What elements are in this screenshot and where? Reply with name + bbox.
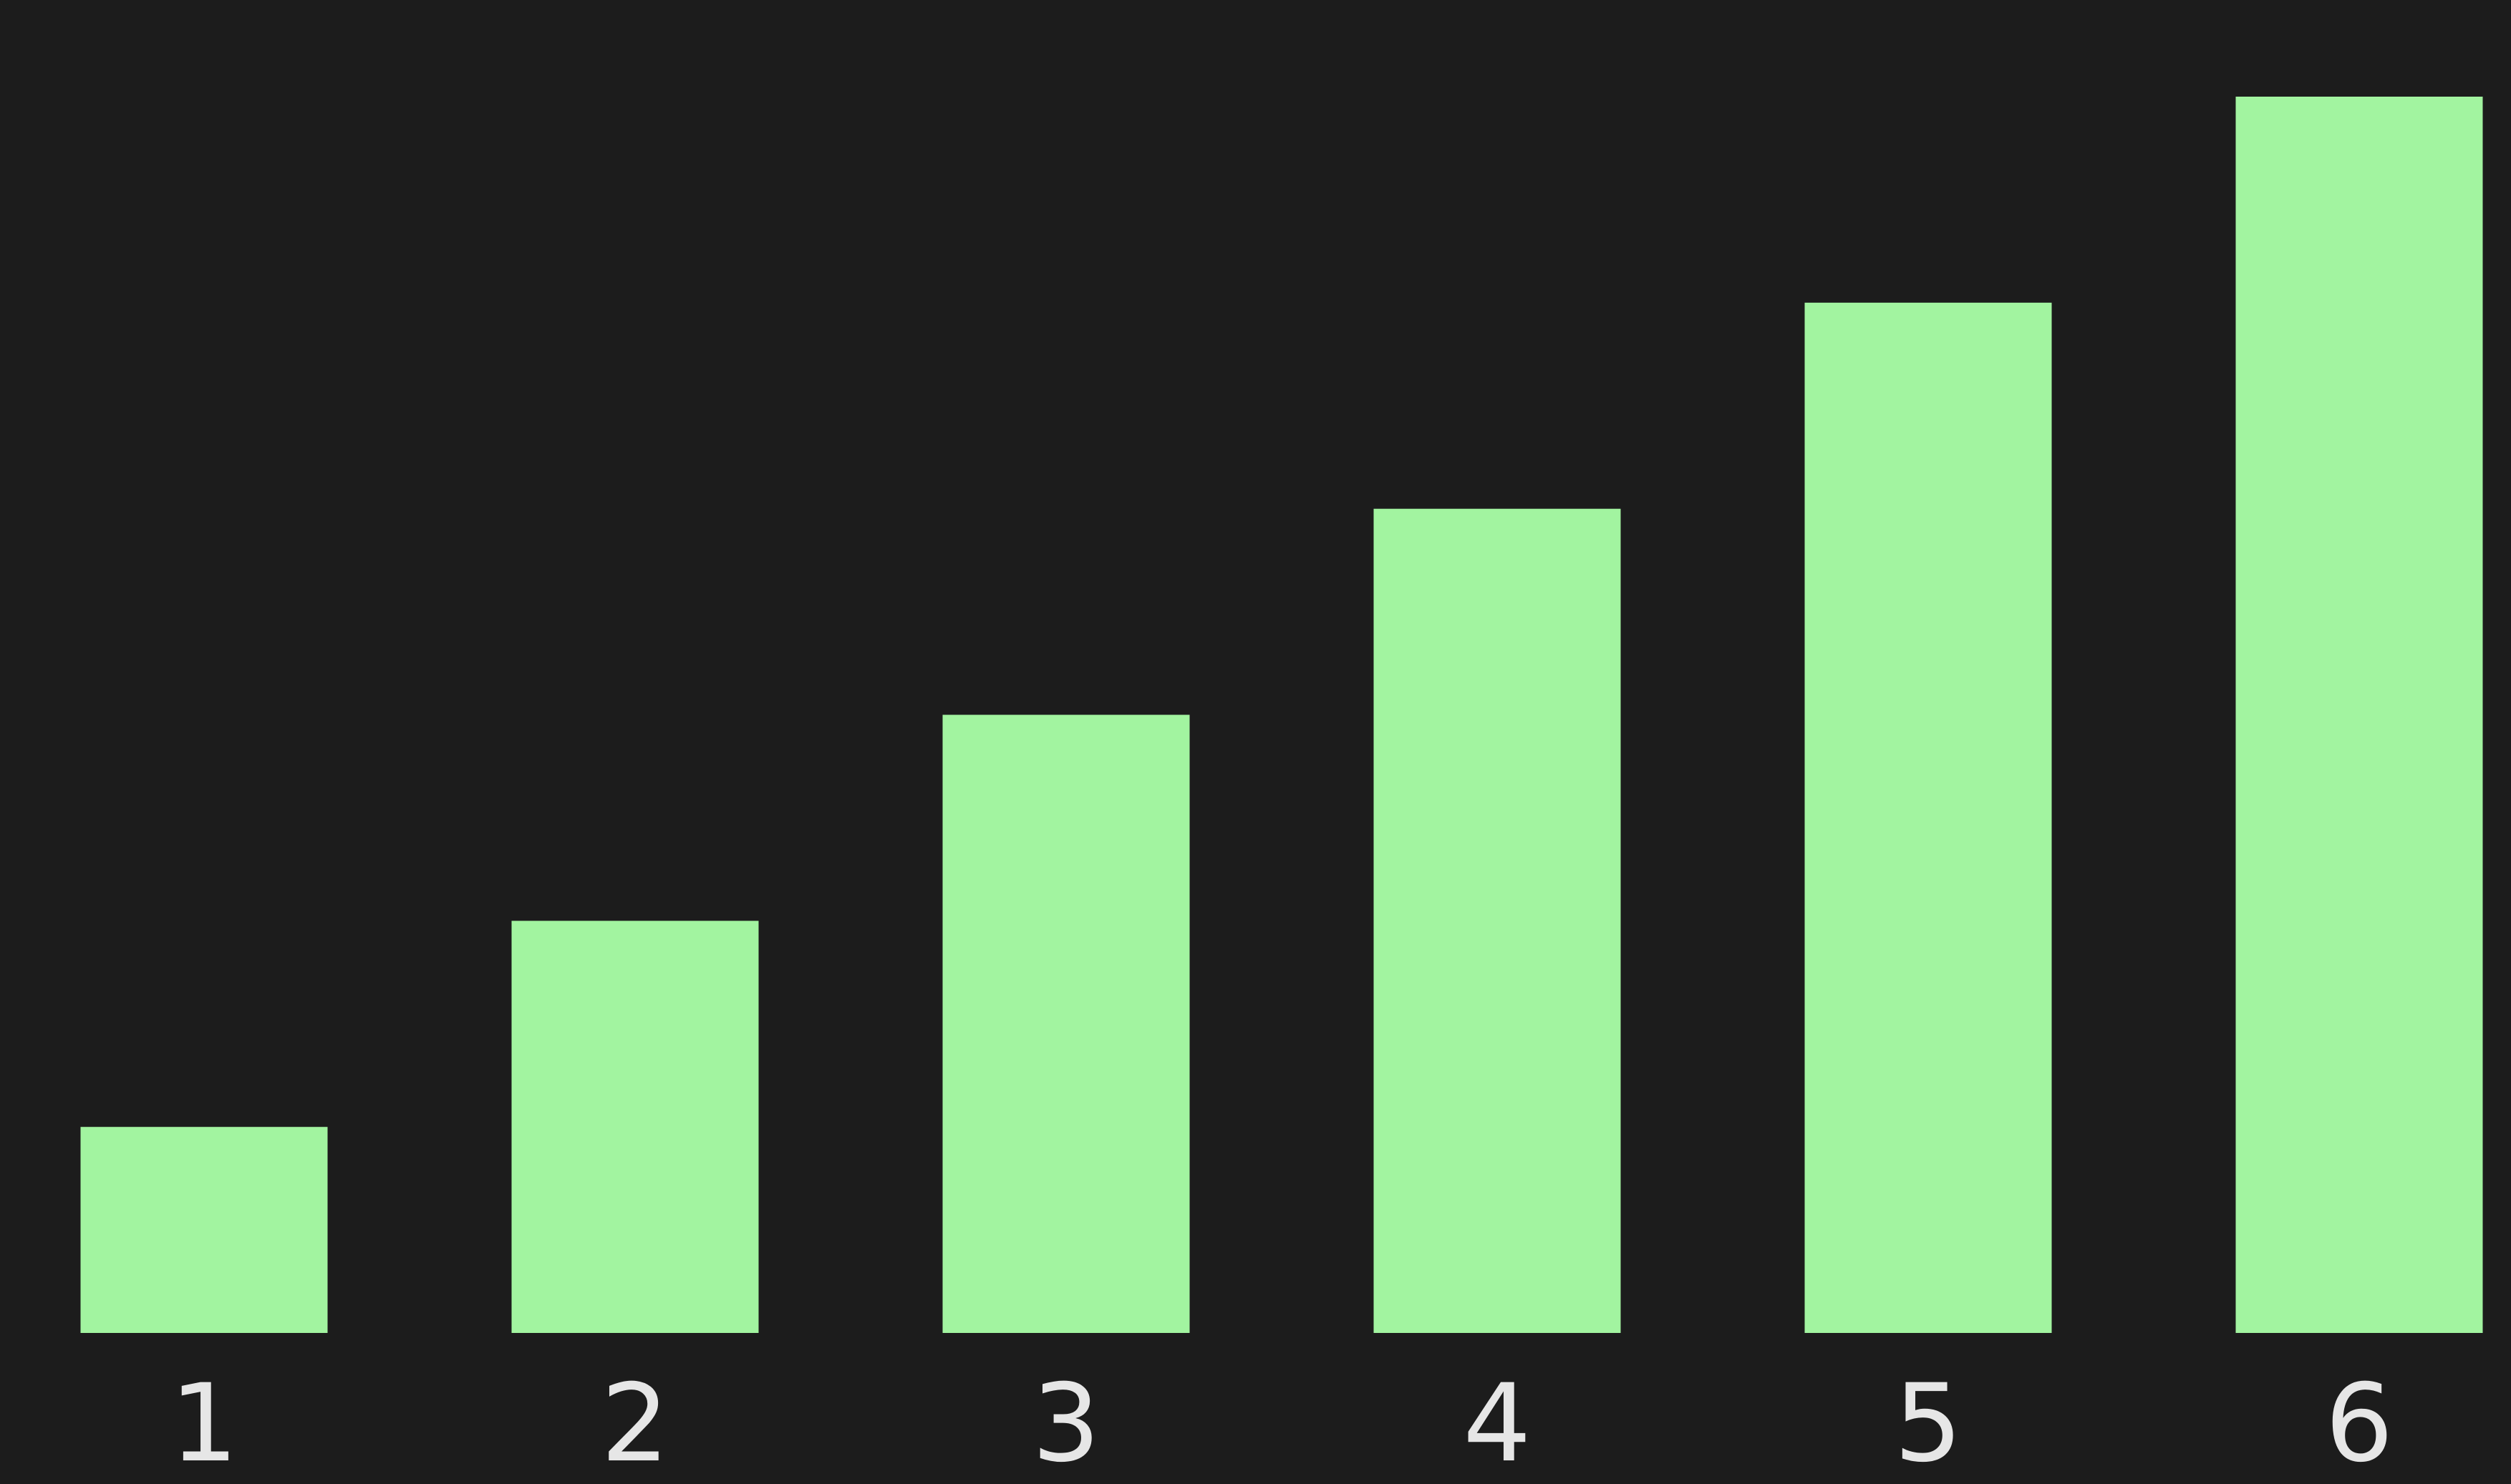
bar-3 bbox=[942, 714, 1190, 1333]
bars-group bbox=[80, 97, 2483, 1334]
bar-6 bbox=[2235, 97, 2483, 1333]
x-tick-label-5: 5 bbox=[1894, 1362, 1962, 1484]
bar-5 bbox=[1804, 302, 2052, 1333]
bar-1 bbox=[80, 1127, 328, 1333]
x-tick-label-6: 6 bbox=[2325, 1362, 2393, 1484]
x-tick-label-4: 4 bbox=[1463, 1362, 1531, 1484]
x-tick-labels: 1 2 3 4 5 6 bbox=[170, 1362, 2393, 1484]
x-tick-label-3: 3 bbox=[1032, 1362, 1100, 1484]
bar-2 bbox=[511, 921, 759, 1333]
bar-4 bbox=[1373, 508, 1621, 1334]
x-tick-label-1: 1 bbox=[170, 1362, 238, 1484]
x-tick-label-2: 2 bbox=[601, 1362, 669, 1484]
